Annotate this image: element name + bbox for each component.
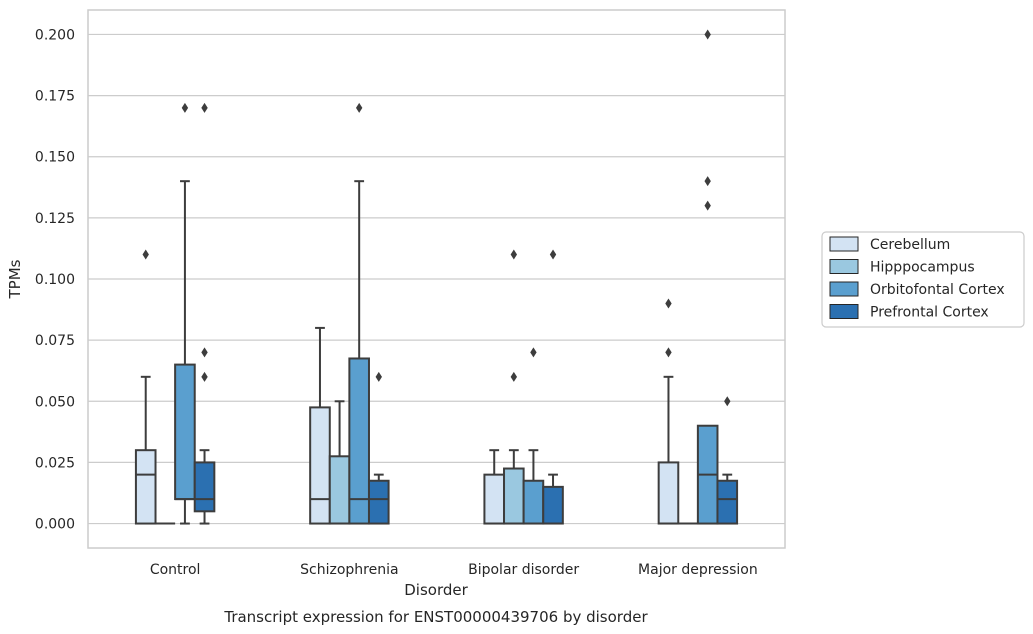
legend-swatch: [829, 281, 859, 297]
box-body: [328, 455, 351, 525]
outlier-point: [510, 371, 518, 382]
box-orbitofontal-cortex: [696, 29, 719, 525]
box-cerebellum: [134, 249, 157, 525]
box-body: [134, 449, 157, 525]
y-tick-label: 0.025: [35, 455, 75, 471]
box-body: [367, 479, 390, 525]
box-cerebellum: [309, 326, 331, 525]
box-body: [503, 467, 525, 525]
outlier-point: [201, 102, 208, 113]
box-body: [522, 479, 545, 525]
outlier-point: [530, 347, 537, 358]
y-tick-label: 0.100: [35, 272, 75, 288]
chart-caption: Transcript expression for ENST0000043970…: [223, 608, 648, 626]
box-body: [483, 473, 506, 525]
box-prefrontal-cortex: [542, 249, 564, 525]
y-tick-label: 0.075: [35, 333, 75, 349]
box-body: [348, 357, 370, 525]
box-cerebellum: [657, 298, 680, 525]
y-tick-label: 0.200: [35, 27, 75, 43]
box-prefrontal-cortex: [367, 371, 390, 525]
box-hipppocampus: [503, 249, 525, 525]
y-tick-label: 0.000: [35, 517, 75, 533]
outlier-point: [665, 347, 672, 358]
legend: Cerebellum Hipppocampus Orbitofontal Corte…: [821, 231, 1025, 328]
outlier-point: [704, 29, 711, 40]
legend-item: Prefrontal Cortex: [829, 304, 989, 321]
legend-label: Cerebellum: [870, 237, 950, 253]
x-tick-label: Bipolar disorder: [468, 562, 579, 578]
legend-swatch: [829, 236, 859, 252]
x-axis-title: Disorder: [404, 581, 468, 599]
x-tick-labels: Control Schizophrenia Bipolar disorder Majo…: [150, 562, 758, 578]
box-prefrontal-cortex: [716, 396, 739, 525]
box-body: [716, 479, 739, 525]
box-cerebellum: [483, 449, 506, 525]
y-tick-label: 0.150: [35, 150, 75, 166]
x-tick-label: Major depression: [638, 562, 758, 578]
outlier-point: [142, 249, 149, 260]
legend-item: Hipppocampus: [829, 259, 975, 276]
y-axis-title: TPMs: [6, 259, 24, 299]
outlier-point: [510, 249, 518, 260]
legend-item: Orbitofontal Cortex: [829, 281, 1005, 298]
outlier-point: [704, 176, 711, 187]
box-body: [309, 406, 331, 525]
outlier-point: [181, 102, 189, 113]
legend-swatch: [829, 259, 859, 274]
legend-label: Hipppocampus: [870, 260, 975, 276]
outlier-point: [375, 371, 382, 382]
outlier-point: [355, 102, 363, 113]
box-prefrontal-cortex: [193, 102, 216, 525]
outlier-point: [201, 347, 208, 358]
y-tick-label: 0.175: [35, 89, 75, 105]
x-tick-label: Control: [150, 562, 201, 578]
y-tick-label: 0.050: [35, 394, 75, 410]
legend-label: Prefrontal Cortex: [870, 305, 989, 321]
outlier-point: [724, 396, 731, 407]
box-orbitofontal-cortex: [174, 102, 196, 525]
plot-frame: [87, 9, 786, 549]
box-body: [657, 461, 680, 525]
outlier-point: [704, 200, 711, 211]
outlier-point: [201, 371, 208, 382]
x-tick-label: Schizophrenia: [300, 562, 398, 578]
box-body: [174, 363, 196, 501]
legend-swatch: [829, 304, 859, 319]
legend-frame: [821, 231, 1025, 328]
box-body: [542, 485, 564, 525]
outlier-point: [549, 249, 557, 260]
boxes: [134, 29, 739, 525]
y-tick-labels: 0.000 0.025 0.050 0.075 0.100 0.125 0.150 0.175…: [35, 27, 75, 532]
outlier-point: [665, 298, 672, 309]
y-tick-label: 0.125: [35, 211, 75, 227]
legend-label: Orbitofontal Cortex: [870, 282, 1005, 298]
box-orbitofontal-cortex: [348, 102, 370, 525]
box-body: [193, 461, 216, 513]
legend-item: Cerebellum: [829, 236, 950, 253]
